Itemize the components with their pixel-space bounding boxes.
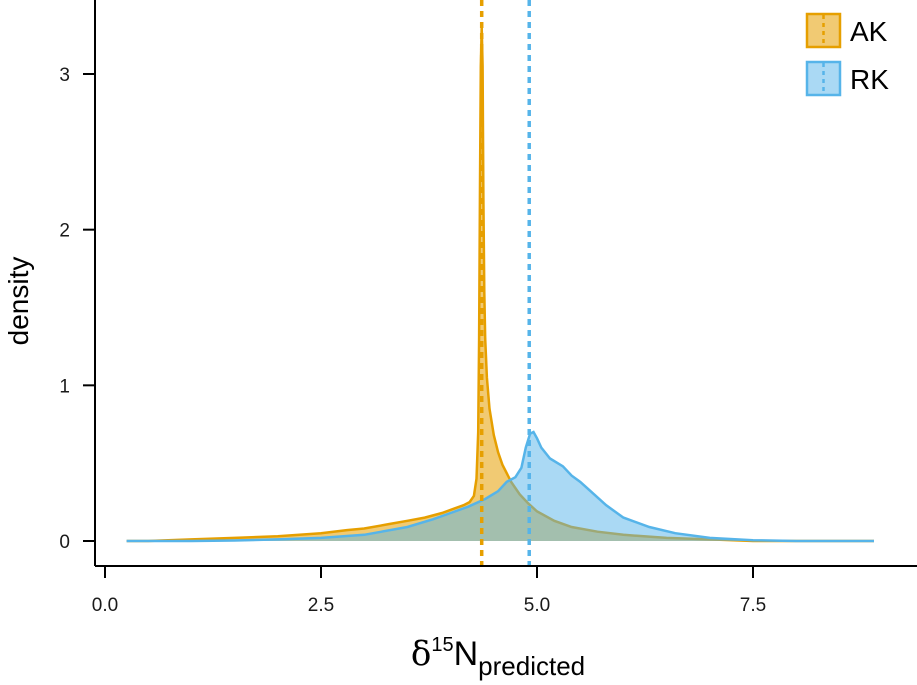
legend-swatch-ak bbox=[805, 12, 842, 49]
legend: AK RK bbox=[805, 12, 889, 97]
density-line-rk bbox=[126, 430, 874, 543]
y-tick-label: 1 bbox=[59, 376, 70, 397]
density-area-ak bbox=[126, 27, 875, 542]
y-tick-label: 3 bbox=[59, 65, 70, 86]
x-axis-title: δ15Npredicted bbox=[411, 634, 585, 681]
density-area-rk bbox=[126, 432, 875, 541]
x-tick-label: 5.0 bbox=[524, 595, 550, 616]
x-tick-label: 7.5 bbox=[740, 595, 766, 616]
legend-label-rk: RK bbox=[850, 64, 889, 95]
x-tick-label: 2.5 bbox=[308, 595, 334, 616]
x-axis-title-delta: δ bbox=[411, 634, 431, 674]
x-tick-label: 0.0 bbox=[92, 595, 118, 616]
y-tick-label: 2 bbox=[59, 221, 70, 242]
x-axis-title-subscript: predicted bbox=[478, 651, 585, 681]
legend-label-ak: AK bbox=[850, 16, 888, 47]
x-axis-title-superscript: 15 bbox=[431, 634, 453, 656]
y-axis-title: density bbox=[3, 257, 34, 346]
y-axis: 0 1 2 3 bbox=[59, 0, 96, 566]
y-tick-label: 0 bbox=[59, 532, 70, 553]
x-axis: 0.0 2.5 5.0 7.5 bbox=[92, 565, 917, 616]
x-axis-title-main: N bbox=[454, 635, 479, 673]
plot-panel bbox=[126, 0, 875, 566]
series-layer bbox=[126, 27, 875, 543]
